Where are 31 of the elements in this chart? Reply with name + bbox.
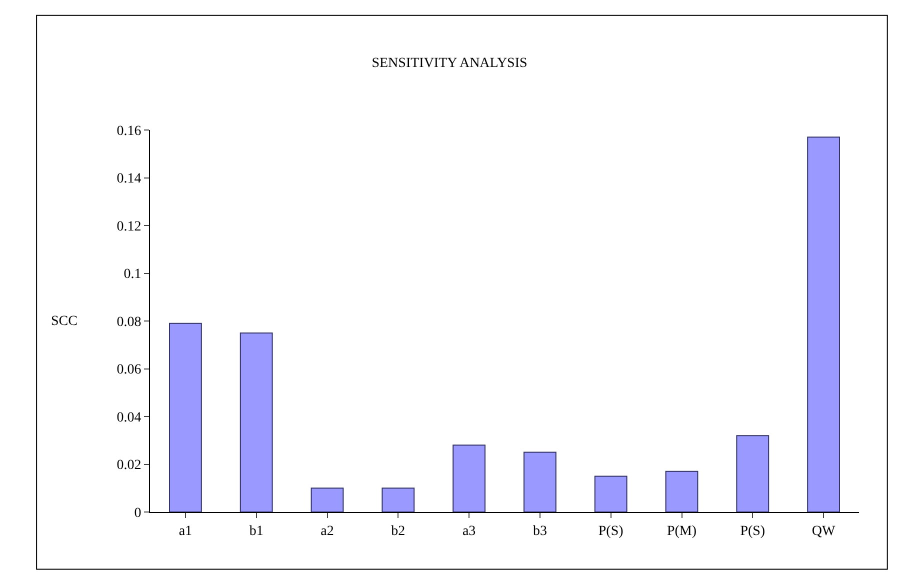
- y-axis-title: SCC: [51, 314, 78, 329]
- y-tick-label: 0.02: [116, 458, 142, 474]
- x-tick-label: a2: [320, 524, 334, 539]
- y-tick-label: 0.16: [116, 124, 142, 139]
- y-tick-label: 0.04: [116, 410, 142, 426]
- y-tick-label: 0.08: [116, 314, 142, 330]
- bar: [524, 452, 556, 512]
- x-tick-label: a1: [178, 524, 192, 539]
- x-tick-label: P(S): [598, 524, 624, 539]
- x-tick-label: P(S): [740, 524, 766, 539]
- y-tick-label: 0.1: [124, 267, 142, 282]
- x-tick-label: b2: [391, 524, 406, 539]
- x-tick-label: b1: [249, 524, 264, 539]
- bar: [240, 332, 273, 512]
- bar: [169, 322, 202, 512]
- y-tick-label: 0.12: [116, 219, 142, 234]
- bar: [452, 444, 486, 512]
- x-tick-label: QW: [812, 524, 836, 539]
- y-tick-label: 0.14: [116, 172, 142, 187]
- x-tick-label: b3: [532, 524, 547, 539]
- bar: [382, 488, 415, 512]
- bar: [665, 470, 698, 512]
- x-tick-label: a3: [462, 524, 476, 539]
- y-tick-label: 0.06: [116, 362, 142, 378]
- chart-title: SENSITIVITY ANALYSIS: [372, 56, 528, 71]
- y-tick-label: 0: [134, 506, 142, 521]
- x-tick-label: P(M): [666, 524, 697, 539]
- bar: [807, 136, 840, 512]
- bar: [736, 435, 770, 512]
- bar: [310, 488, 344, 512]
- bar: [594, 476, 628, 512]
